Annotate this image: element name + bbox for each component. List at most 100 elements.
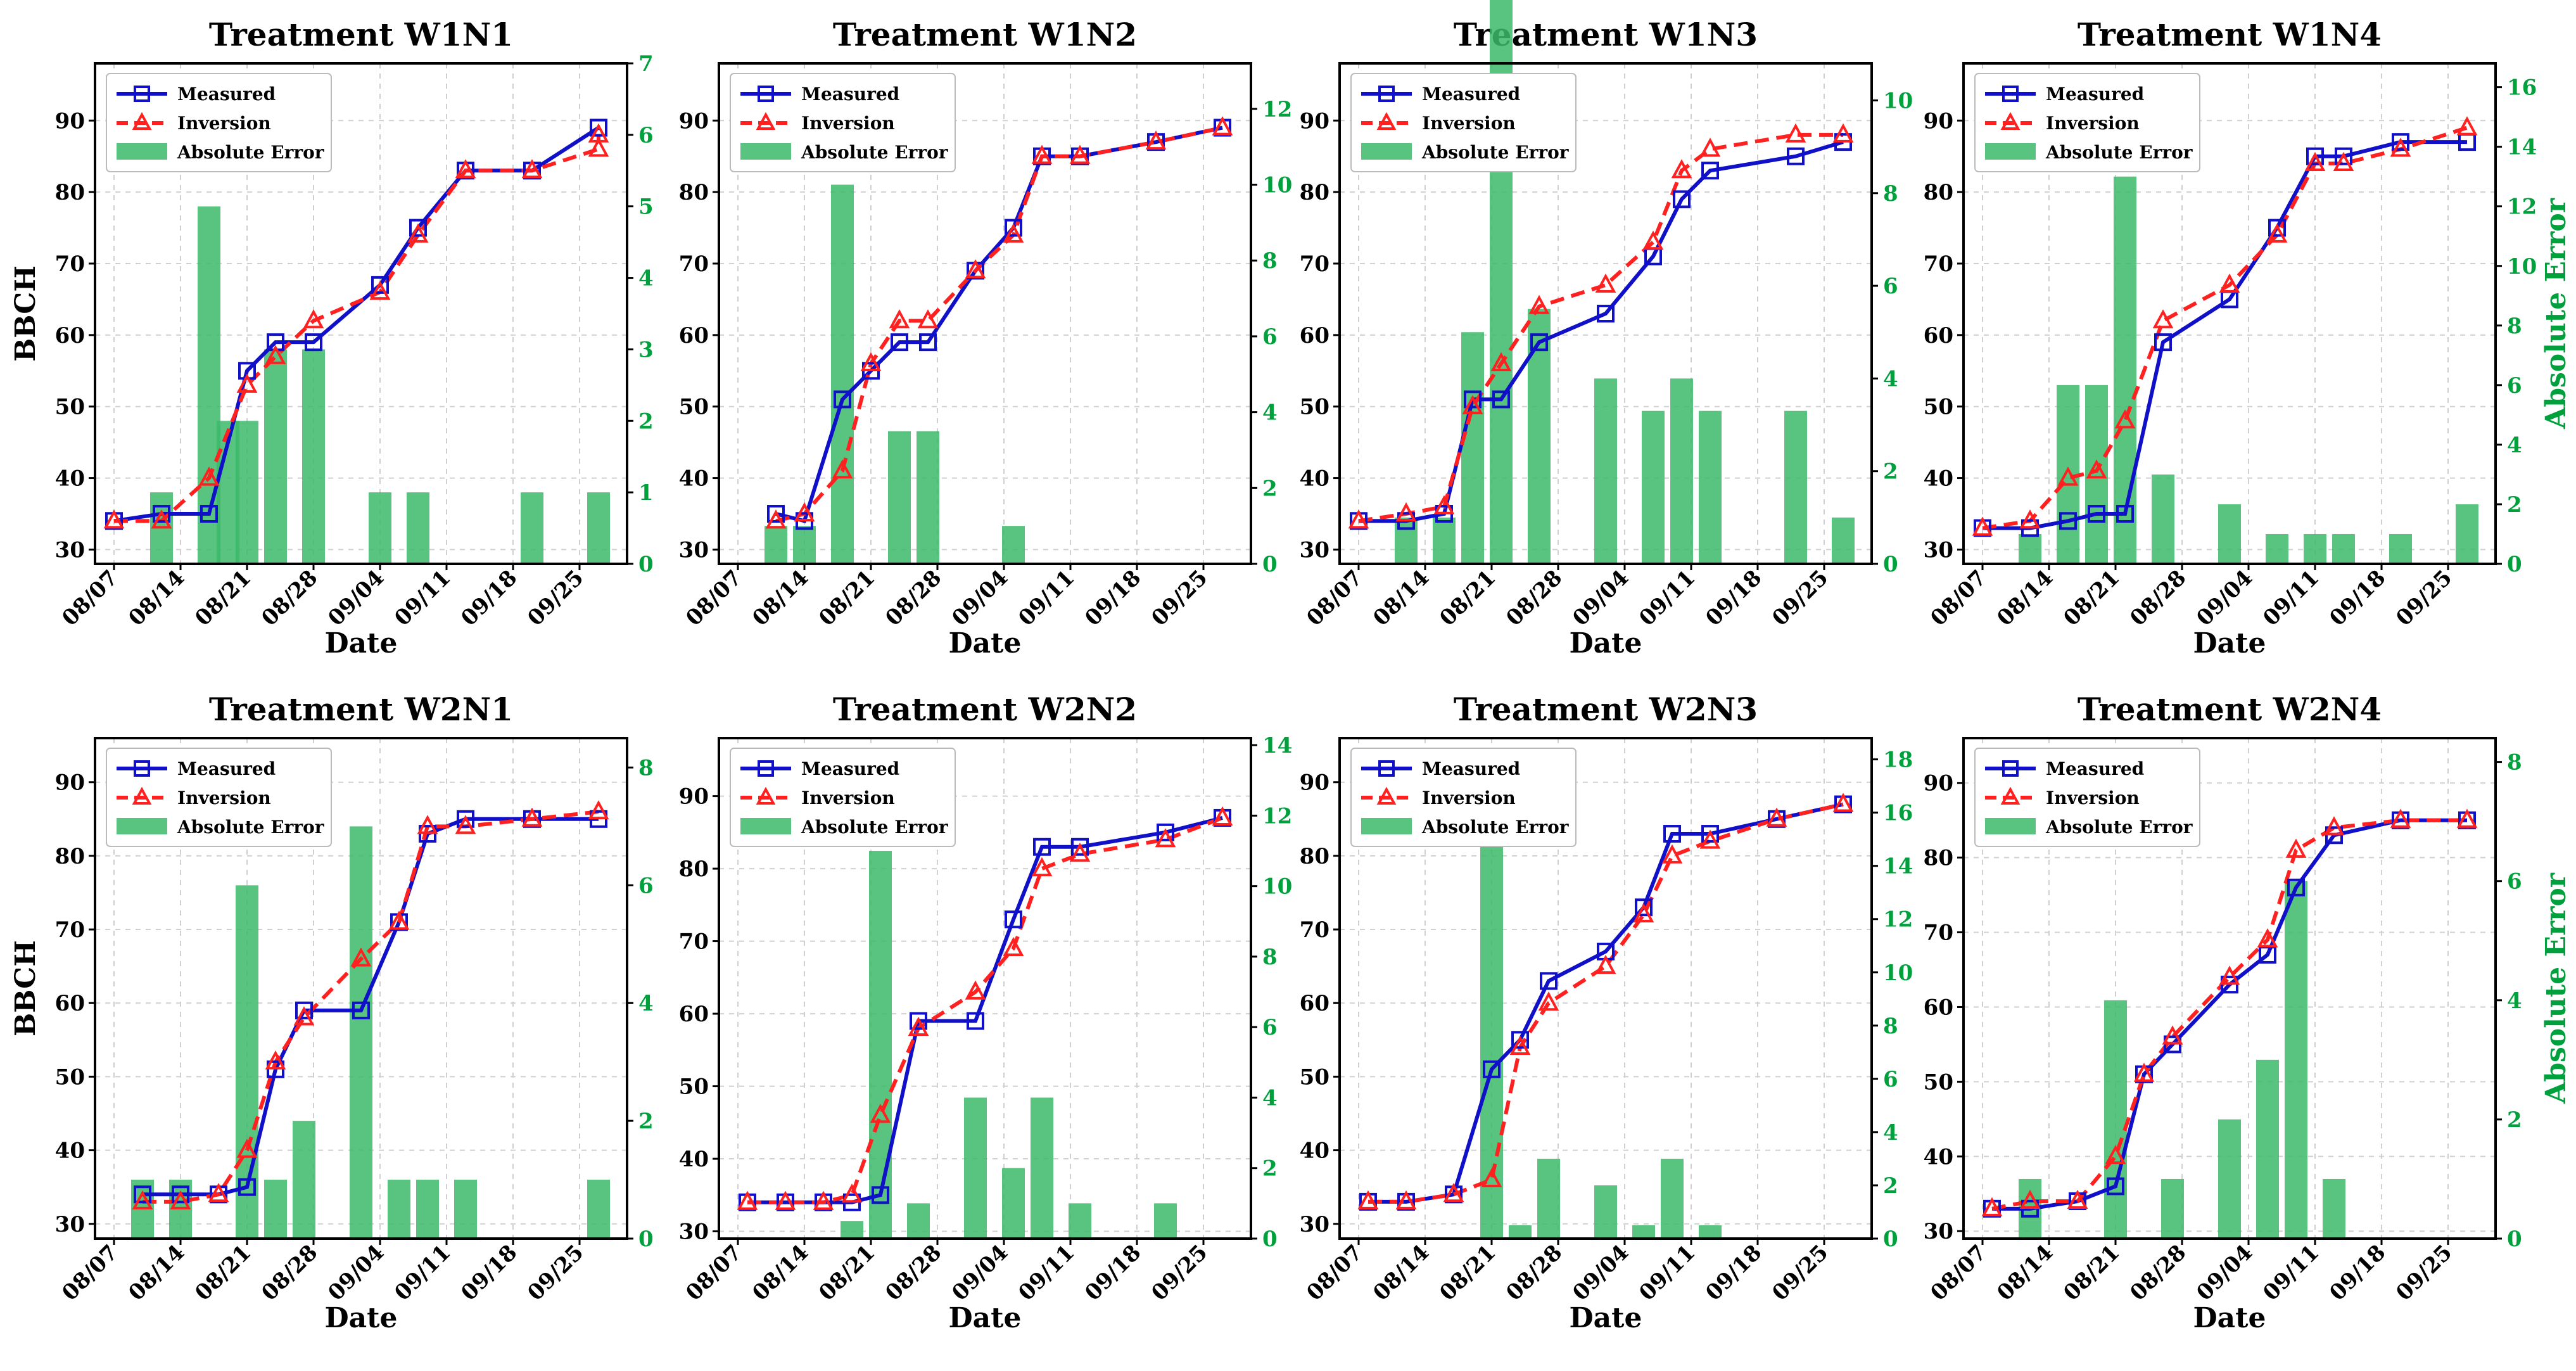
error-bar [964, 1097, 987, 1239]
chart-title: Treatment W2N2 [833, 691, 1137, 728]
inversion-point [303, 309, 324, 329]
inversion-point [2304, 151, 2326, 171]
legend-error-swatch [740, 143, 791, 160]
legend-inversion-label: Inversion [2046, 113, 2140, 134]
error-bar [1784, 411, 1807, 564]
chart-panel-1: Treatment W1N1 30 40 50 60 70 80 90 0 1 2 3 4 5 6 7 08/0… [10, 16, 654, 660]
measured-point [2154, 333, 2172, 352]
inversion-point [1212, 116, 1233, 136]
y2-tick-label: 8 [1262, 945, 1278, 970]
inversion-point [2105, 1145, 2126, 1164]
measured-point [1540, 972, 1558, 990]
x-tick-label: 08/28 [880, 565, 946, 631]
measured-point [919, 333, 937, 352]
inversion-point [775, 1190, 796, 1210]
y2-tick-label: 0 [638, 1227, 654, 1252]
error-bar [1632, 1225, 1655, 1239]
x-tick-label: 08/28 [1501, 565, 1567, 631]
legend-error-label: Absolute Error [801, 142, 949, 163]
y2-tick-label: 8 [1883, 1014, 1898, 1039]
inversion-point [1003, 223, 1024, 243]
inversion-point [1462, 395, 1483, 414]
y2-tick-label: 0 [2507, 1227, 2522, 1252]
inversion-point [151, 509, 172, 529]
measured-point [2268, 219, 2286, 237]
legend: Measured Inversion Absolute Error [106, 748, 332, 847]
inversion-point [2390, 808, 2411, 828]
x-tick-label: 08/28 [257, 565, 322, 631]
y2-tick-label: 2 [1262, 476, 1278, 501]
x-tick-label: 08/07 [57, 1240, 123, 1306]
inversion-point [1145, 130, 1167, 150]
inversion-point [2219, 273, 2240, 293]
measured-point [1597, 305, 1615, 322]
y2-tick-label: 4 [2507, 988, 2522, 1014]
measured-point [1157, 823, 1174, 841]
x-tick-label: 08/14 [124, 1240, 189, 1306]
inversion-point [1633, 903, 1654, 922]
error-bar [264, 349, 287, 564]
error-bar [1699, 1225, 1722, 1239]
error-bar [1461, 332, 1484, 564]
error-bar [1031, 1097, 1053, 1239]
y-tick-label: 80 [679, 857, 709, 882]
error-bar [2332, 533, 2355, 564]
legend-inversion-marker [1376, 786, 1397, 805]
legend: Measured Inversion Absolute Error [1974, 73, 2200, 172]
y2-tick-label: 10 [1883, 960, 1913, 986]
inversion-point [2285, 838, 2307, 858]
x-axis-label: Date [1570, 1302, 1642, 1334]
chart-title: Treatment W1N2 [833, 16, 1137, 53]
x-tick-label: 09/25 [523, 1240, 588, 1306]
inversion-point [1433, 495, 1455, 514]
error-bar [765, 526, 787, 564]
y-tick-label: 40 [1924, 1144, 1953, 1170]
legend-measured-label: Measured [2046, 758, 2144, 779]
inversion-point [2067, 1189, 2088, 1209]
error-bar [388, 1180, 410, 1239]
inversion-point [1981, 1197, 2003, 1216]
chart-title: Treatment W1N1 [209, 16, 513, 53]
inversion-point [1031, 857, 1053, 877]
y2-tick-label: 10 [1883, 89, 1913, 114]
legend-measured-label: Measured [801, 758, 899, 779]
inversion-point [1490, 352, 1512, 371]
legend-error-label: Absolute Error [177, 142, 325, 163]
measured-point [305, 333, 322, 352]
measured-point [2059, 512, 2077, 530]
y-tick-label: 30 [1300, 1212, 1329, 1237]
measured-point [767, 505, 785, 523]
y-tick-label: 60 [1924, 995, 1953, 1020]
inversion-point [794, 502, 815, 521]
measured-point [457, 810, 474, 828]
y-tick-label: 80 [1300, 180, 1329, 205]
y-tick-label: 70 [679, 929, 709, 955]
inversion-point [2390, 137, 2411, 157]
y-tick-label: 60 [679, 323, 709, 348]
error-bar [407, 492, 429, 564]
y-tick-label: 80 [679, 180, 709, 205]
y2-tick-label: 0 [1883, 1227, 1898, 1252]
y2-tick-label: 8 [1883, 181, 1898, 207]
x-tick-label: 08/14 [1992, 1240, 2058, 1306]
inversion-point [1348, 509, 1369, 529]
measured-point [2116, 505, 2134, 523]
y2-tick-label: 2 [2507, 492, 2522, 518]
x-tick-label: 09/18 [2325, 565, 2390, 631]
x-tick-label: 09/04 [947, 565, 1013, 631]
legend-error-label: Absolute Error [177, 817, 325, 838]
y2-tick-label: 10 [1262, 173, 1292, 198]
chart-panel-7: Treatment W2N3 30 40 50 60 70 80 90 0 2 4 6 8 10 12 14 1… [1300, 691, 1913, 1334]
y2-tick-label: 6 [638, 873, 654, 898]
legend-inversion-label: Inversion [801, 788, 895, 808]
y-tick-label: 70 [1300, 252, 1329, 277]
x-tick-label: 08/21 [1435, 565, 1501, 631]
y-tick-label: 40 [679, 1147, 709, 1172]
inversion-point [1832, 123, 1854, 143]
y-tick-label: 40 [679, 466, 709, 492]
inversion-point [455, 815, 476, 834]
inversion-point [2152, 309, 2174, 329]
